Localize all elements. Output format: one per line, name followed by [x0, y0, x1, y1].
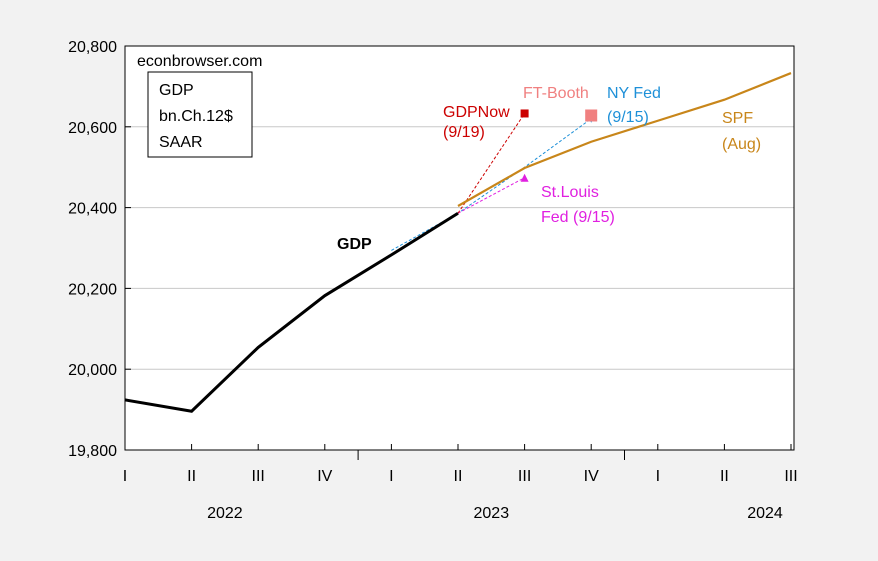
x-tick-label: IV	[584, 468, 599, 485]
series-line-st-louis-fed-9-15	[457, 177, 525, 214]
spf-label-2: (Aug)	[722, 136, 761, 153]
series-line-gdp	[124, 211, 459, 413]
x-year-label: 2022	[207, 505, 243, 522]
x-tick-label: III	[252, 468, 265, 485]
y-axis: 19,800 20,000 20,200 20,400 20,600 20,800	[68, 39, 131, 460]
source-label: econbrowser.com	[137, 53, 262, 70]
legend-frame	[147, 71, 253, 158]
spf-label-1: SPF	[722, 110, 753, 127]
legend-line-3: SAAR	[159, 134, 203, 151]
y-tick-label: 20,600	[68, 120, 117, 137]
series-layer	[124, 72, 792, 413]
series-point-st-louis-fed-9-15	[520, 173, 529, 182]
series-point-ft-booth	[585, 109, 598, 122]
legend-line-1: GDP	[159, 82, 194, 99]
x-year-label: 2024	[747, 505, 783, 522]
annotations: GDP SPF (Aug) GDPNow (9/19) FT-Booth NY …	[337, 85, 761, 253]
y-tick-label: 20,800	[68, 39, 117, 56]
ftbooth-label: FT-Booth	[523, 85, 589, 102]
y-tick-label: 19,800	[68, 443, 117, 460]
legend-box: GDP bn.Ch.12$ SAAR	[147, 71, 253, 158]
x-tick-label: II	[187, 468, 196, 485]
gdpnow-label-1: GDPNow	[443, 104, 510, 121]
x-year-label: 2023	[474, 505, 510, 522]
x-tick-label: IV	[317, 468, 332, 485]
nyfed-label-1: NY Fed	[607, 85, 661, 102]
legend-line-2: bn.Ch.12$	[159, 108, 233, 125]
gdp-label: GDP	[337, 236, 372, 253]
stlouis-label-1: St.Louis	[541, 184, 599, 201]
y-tick-label: 20,000	[68, 362, 117, 379]
x-tick-label: II	[454, 468, 463, 485]
x-tick-label: I	[123, 468, 127, 485]
x-tick-label: I	[389, 468, 393, 485]
x-tick-label: I	[656, 468, 660, 485]
series-line-spf-aug	[457, 72, 792, 207]
series-point-gdpnow-9-19	[520, 109, 529, 118]
y-tick-label: 20,200	[68, 281, 117, 298]
stlouis-label-2: Fed (9/15)	[541, 209, 615, 226]
x-tick-label: III	[518, 468, 531, 485]
gdpnow-label-2: (9/19)	[443, 124, 485, 141]
x-tick-label: III	[784, 468, 797, 485]
plot-frame	[124, 45, 795, 451]
nyfed-label-2: (9/15)	[607, 109, 649, 126]
series-line-ny-fed-9-15	[391, 118, 592, 251]
y-tick-label: 20,400	[68, 201, 117, 218]
x-tick-label: II	[720, 468, 729, 485]
